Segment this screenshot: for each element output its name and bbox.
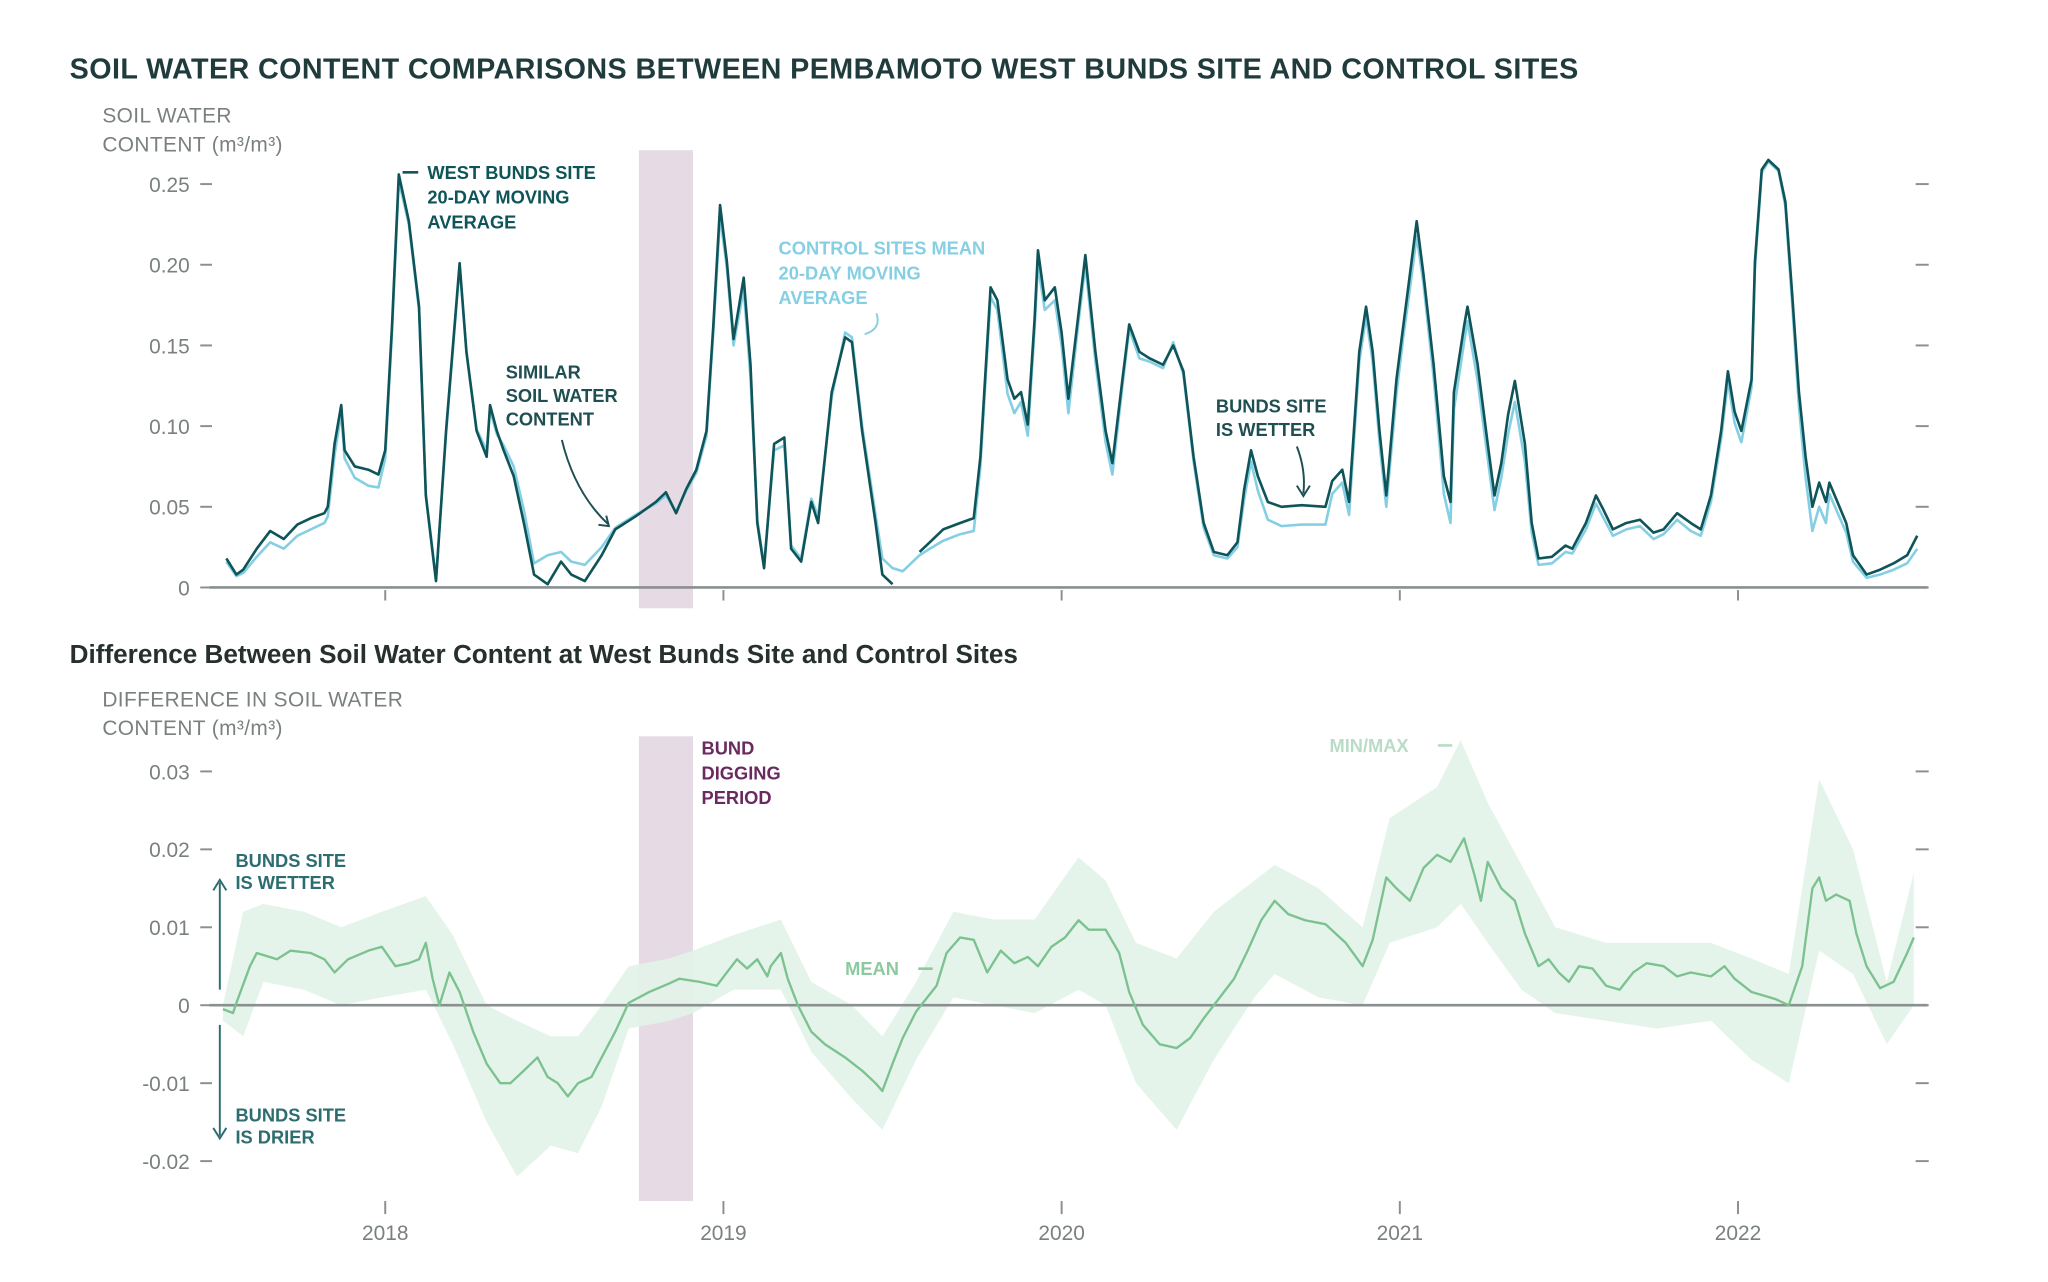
wetter-bottom-line1: BUNDS SITE <box>235 850 346 871</box>
wetter-annotation-bottom: BUNDS SITE IS WETTER <box>212 850 346 990</box>
bottom-ylabel-line2: CONTENT (m³/m³) <box>102 717 283 740</box>
down-arrow-icon <box>212 1127 228 1141</box>
bottom-ylabel-line1: DIFFERENCE IN SOIL WATER <box>102 688 403 711</box>
control-pointer <box>864 313 879 336</box>
west-annotation: WEST BUNDS SITE 20-DAY MOVING AVERAGE <box>402 162 596 232</box>
bottom-plot: 0.03 0.02 0.01 0 -0.01 -0.02 2018 2019 2020 2021 2… <box>142 736 1929 1245</box>
main-title: SOIL WATER CONTENT COMPARISONS BETWEEN P… <box>70 53 1579 85</box>
bund-label-line3: PERIOD <box>702 787 772 808</box>
wetter-top-line1: BUNDS SITE <box>1216 396 1327 417</box>
x-tick-label: 2018 <box>362 1222 408 1245</box>
drier-line2: IS DRIER <box>235 1127 314 1148</box>
mean-difference-line <box>222 837 1915 1098</box>
west-label-line2: 20-DAY MOVING <box>427 187 569 208</box>
y-tick-label: 0 <box>178 577 190 600</box>
wetter-annotation-top: BUNDS SITE IS WETTER <box>1216 396 1327 498</box>
x-tick-label: 2021 <box>1377 1222 1423 1245</box>
drier-annotation: BUNDS SITE IS DRIER <box>212 1024 346 1148</box>
west-label-line1: WEST BUNDS SITE <box>427 162 595 183</box>
control-label-line1: CONTROL SITES MEAN <box>779 238 986 259</box>
control-annotation: CONTROL SITES MEAN 20-DAY MOVING AVERAGE <box>779 238 986 336</box>
bund-annotation: BUND DIGGING PERIOD <box>702 738 781 809</box>
top-plot: 0.25 0.20 0.15 0.10 0.05 0 <box>149 150 1929 609</box>
bund-label-line1: BUND <box>702 738 755 759</box>
y-tick-label: -0.02 <box>142 1151 190 1174</box>
similar-label-line2: SOIL WATER <box>506 385 618 406</box>
y-tick-label: 0 <box>178 995 190 1018</box>
bund-digging-period-band <box>638 150 693 609</box>
x-tick-label: 2019 <box>700 1222 746 1245</box>
control-label-line3: AVERAGE <box>779 287 868 308</box>
y-tick-label: 0.15 <box>149 335 190 358</box>
mean-annotation: MEAN <box>845 958 933 979</box>
bund-label-line2: DIGGING <box>702 762 781 783</box>
similar-label-line1: SIMILAR <box>506 362 581 383</box>
y-tick-label: 0.01 <box>149 917 190 940</box>
y-tick-label: 0.25 <box>149 174 190 197</box>
similar-arrowhead-icon <box>598 515 611 528</box>
x-tick-label: 2020 <box>1038 1222 1084 1245</box>
up-arrow-icon <box>212 878 228 891</box>
similar-label-line3: CONTENT <box>506 409 594 430</box>
y-tick-label: 0.20 <box>149 255 190 278</box>
wetter-top-line2: IS WETTER <box>1216 419 1315 440</box>
similar-arrow-icon <box>560 439 610 526</box>
y-tick-label: 0.10 <box>149 416 190 439</box>
mean-label: MEAN <box>845 958 899 979</box>
min-max-band <box>222 740 1914 1177</box>
similar-annotation: SIMILAR SOIL WATER CONTENT <box>506 362 618 528</box>
wetter-bottom-line2: IS WETTER <box>235 872 334 893</box>
control-label-line2: 20-DAY MOVING <box>779 262 921 283</box>
wetter-arrow-icon <box>1295 446 1305 494</box>
x-tick-label: 2022 <box>1715 1222 1761 1245</box>
y-tick-label: 0.05 <box>149 497 190 520</box>
y-tick-label: -0.01 <box>142 1073 190 1096</box>
west-label-line3: AVERAGE <box>427 211 516 232</box>
wetter-arrowhead-icon <box>1296 485 1311 498</box>
west-bunds-line <box>225 158 1919 586</box>
bottom-title: Difference Between Soil Water Content at… <box>70 639 1018 669</box>
y-tick-label: 0.02 <box>149 839 190 862</box>
minmax-annotation: MIN/MAX <box>1329 735 1453 756</box>
top-ylabel-line1: SOIL WATER <box>102 105 232 128</box>
top-ylabel-line2: CONTENT (m³/m³) <box>102 133 283 156</box>
y-tick-label: 0.03 <box>149 761 190 784</box>
minmax-label: MIN/MAX <box>1329 735 1409 756</box>
drier-line1: BUNDS SITE <box>235 1104 346 1125</box>
